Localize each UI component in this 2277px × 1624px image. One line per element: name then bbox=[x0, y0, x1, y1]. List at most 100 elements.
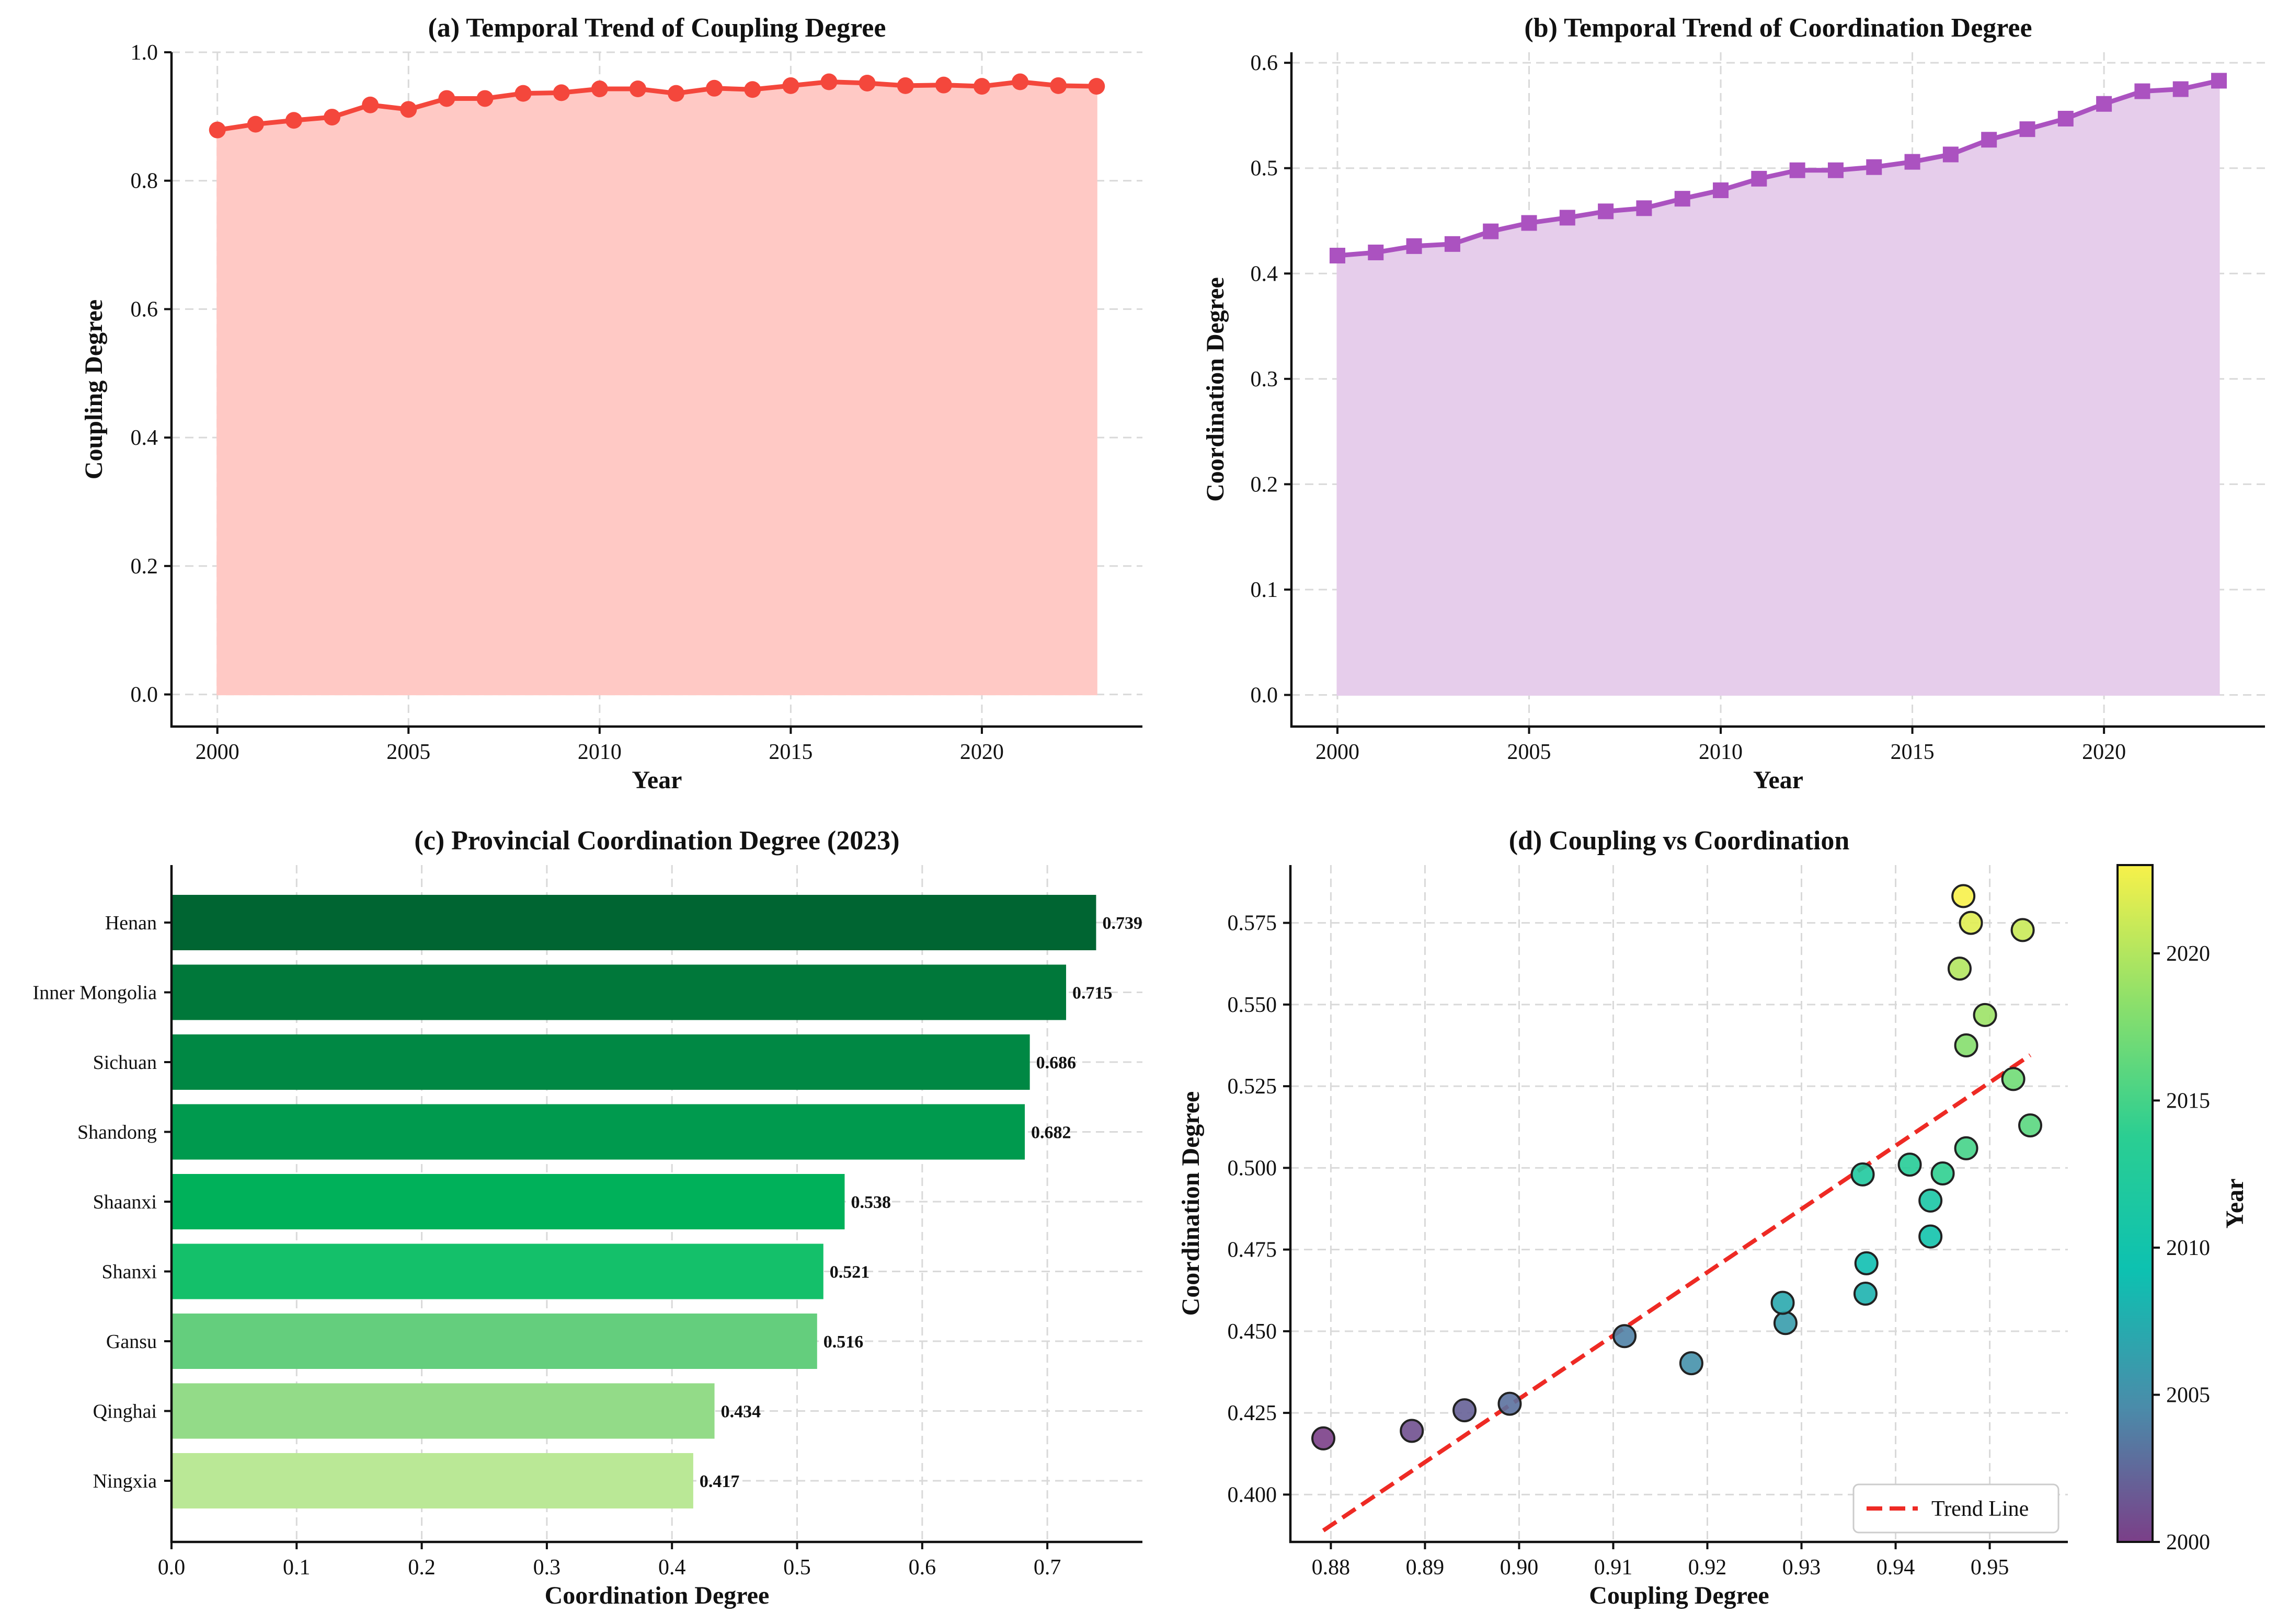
category-label: Shanxi bbox=[101, 1261, 157, 1283]
y-tick-label: 0.400 bbox=[1228, 1483, 1277, 1507]
chart-title: (b) Temporal Trend of Coordination Degre… bbox=[1524, 13, 2032, 43]
data-point bbox=[553, 84, 570, 101]
data-point bbox=[820, 73, 838, 90]
y-tick-label: 0.550 bbox=[1228, 993, 1277, 1017]
scatter-point bbox=[1959, 911, 1983, 935]
scatter-point bbox=[1497, 1391, 1522, 1416]
x-tick-label: 2020 bbox=[960, 740, 1004, 764]
category-label: Shaanxi bbox=[93, 1191, 157, 1213]
x-tick-label: 2010 bbox=[1699, 740, 1743, 764]
y-tick-label: 0.575 bbox=[1228, 912, 1277, 936]
scatter-point bbox=[1954, 1033, 1978, 1057]
scatter-point bbox=[1973, 1003, 1997, 1027]
y-axis-label: Coordination Degree bbox=[1202, 277, 1229, 502]
data-point bbox=[859, 74, 876, 91]
data-point bbox=[1789, 162, 1805, 178]
y-tick-label: 0.0 bbox=[131, 683, 158, 707]
chart-title: (a) Temporal Trend of Coupling Degree bbox=[428, 13, 886, 43]
x-axis-label: Coupling Degree bbox=[1589, 1582, 1769, 1609]
x-tick-label: 0.5 bbox=[783, 1556, 811, 1580]
scatter-point bbox=[1930, 1161, 1955, 1185]
data-point bbox=[438, 90, 455, 107]
data-point bbox=[973, 78, 990, 95]
x-axis-label: Coordination Degree bbox=[545, 1582, 770, 1609]
data-point bbox=[1012, 73, 1029, 90]
data-point bbox=[935, 76, 952, 94]
bar bbox=[171, 1243, 823, 1299]
data-point bbox=[400, 101, 417, 118]
x-tick-label: 2020 bbox=[2082, 740, 2126, 764]
colorbar-tick-label: 2020 bbox=[2166, 942, 2210, 966]
bar bbox=[171, 895, 1096, 950]
x-axis-label: Year bbox=[1753, 766, 1803, 794]
legend-label: Trend Line bbox=[1931, 1497, 2029, 1521]
colorbar-tick-label: 2015 bbox=[2166, 1089, 2210, 1113]
y-tick-label: 0.525 bbox=[1228, 1075, 1277, 1099]
data-point bbox=[1636, 200, 1652, 216]
scatter-point bbox=[1770, 1291, 1795, 1315]
data-label: 0.715 bbox=[1072, 984, 1113, 1003]
data-label: 0.682 bbox=[1031, 1123, 1071, 1143]
y-tick-label: 0.6 bbox=[131, 297, 158, 321]
data-point bbox=[1050, 77, 1067, 94]
x-tick-label: 0.4 bbox=[658, 1556, 686, 1580]
y-tick-label: 0.2 bbox=[1251, 473, 1278, 497]
x-tick-label: 0.1 bbox=[283, 1556, 311, 1580]
chart-b: 2000 2005 2010 2015 2020 0.0 0.1 0.2 0.3 0.4 0.5 0.… bbox=[1202, 13, 2265, 794]
scatter-point bbox=[1773, 1311, 1798, 1335]
data-label: 0.538 bbox=[851, 1193, 891, 1212]
x-tick-label: 2010 bbox=[578, 740, 622, 764]
scatter-point bbox=[1951, 884, 1976, 908]
colorbar-label: Year bbox=[2221, 1179, 2249, 1229]
data-point bbox=[1406, 238, 1422, 254]
category-label: Gansu bbox=[106, 1331, 157, 1353]
data-point bbox=[1329, 248, 1345, 264]
data-point bbox=[1368, 244, 1384, 260]
data-point bbox=[1981, 132, 1997, 148]
scatter-point bbox=[1452, 1398, 1477, 1423]
data-point bbox=[1674, 191, 1690, 207]
x-tick-label: 2005 bbox=[1507, 740, 1551, 764]
scatter-point bbox=[2010, 918, 2035, 942]
x-tick-label: 0.94 bbox=[1876, 1556, 1915, 1580]
y-tick-label: 0.5 bbox=[1251, 157, 1278, 181]
data-point bbox=[324, 109, 341, 126]
x-tick-label: 0.95 bbox=[1971, 1556, 2009, 1580]
y-tick-label: 0.450 bbox=[1228, 1320, 1277, 1344]
y-tick-label: 0.4 bbox=[1251, 262, 1278, 286]
bar bbox=[171, 1104, 1025, 1160]
scatter-point bbox=[1311, 1426, 1336, 1450]
scatter-point bbox=[2001, 1067, 2026, 1091]
data-label: 0.516 bbox=[823, 1332, 864, 1352]
data-label: 0.417 bbox=[700, 1472, 740, 1491]
data-point bbox=[476, 90, 494, 107]
bar bbox=[171, 1314, 817, 1369]
y-tick-label: 0.500 bbox=[1228, 1156, 1277, 1180]
data-point bbox=[2172, 81, 2189, 97]
data-point bbox=[744, 81, 761, 98]
data-point bbox=[2211, 73, 2227, 89]
data-point bbox=[1483, 223, 1499, 239]
data-point bbox=[285, 112, 302, 129]
scatter-point bbox=[1853, 1282, 1878, 1306]
y-tick-label: 0.2 bbox=[131, 555, 158, 579]
category-label: Ningxia bbox=[93, 1470, 157, 1492]
scatter-point bbox=[1897, 1153, 1922, 1177]
scatter-point bbox=[1612, 1324, 1637, 1349]
y-tick-label: 0.6 bbox=[1251, 51, 1278, 75]
y-tick-label: 0.1 bbox=[1251, 578, 1278, 602]
data-point bbox=[668, 85, 685, 102]
y-axis-label: Coupling Degree bbox=[80, 300, 108, 479]
x-tick-label: 0.91 bbox=[1594, 1556, 1633, 1580]
bar bbox=[171, 1034, 1030, 1090]
scatter-point bbox=[1918, 1224, 1943, 1249]
y-tick-label: 0.3 bbox=[1251, 367, 1278, 391]
x-tick-label: 2000 bbox=[1315, 740, 1359, 764]
scatter-point bbox=[1918, 1188, 1943, 1213]
y-tick-label: 0.4 bbox=[131, 426, 158, 450]
data-point bbox=[209, 121, 226, 139]
data-point bbox=[1559, 210, 1575, 226]
data-point bbox=[1598, 203, 1614, 220]
scatter-point bbox=[1679, 1351, 1703, 1376]
